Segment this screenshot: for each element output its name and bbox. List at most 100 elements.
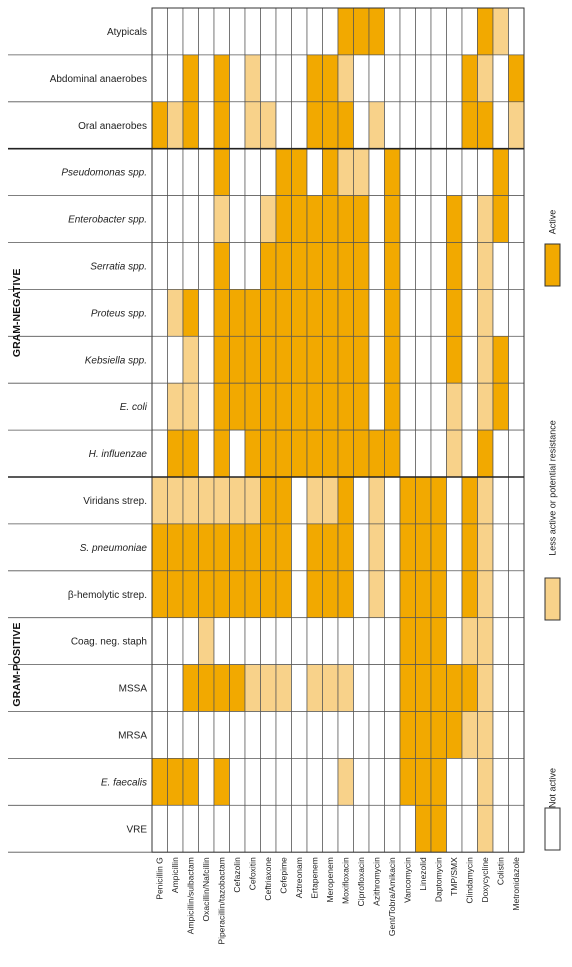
legend-swatch <box>544 243 561 287</box>
heatmap-cell <box>384 570 401 619</box>
heatmap-cell <box>337 382 354 431</box>
heatmap-cell <box>368 54 385 103</box>
column-label: Ceftriaxone <box>263 857 273 901</box>
heatmap-cell <box>244 570 261 619</box>
heatmap-cell <box>182 382 199 431</box>
heatmap-cell <box>229 7 246 56</box>
heatmap-cell <box>229 570 246 619</box>
heatmap-cell <box>384 429 401 478</box>
heatmap-cell <box>337 289 354 337</box>
heatmap-cell <box>477 54 494 103</box>
heatmap-cell <box>368 7 385 56</box>
heatmap-cell <box>368 570 385 619</box>
heatmap-cell <box>260 711 277 759</box>
column-label: Penicillin G <box>155 857 165 900</box>
heatmap-cell <box>446 335 463 384</box>
heatmap-cell <box>492 804 509 853</box>
heatmap-cell <box>275 101 292 150</box>
heatmap-cell <box>291 382 308 431</box>
heatmap-cell <box>353 664 370 712</box>
heatmap-cell <box>399 101 416 150</box>
row-label: MRSA <box>118 730 147 741</box>
heatmap-cell <box>260 101 277 150</box>
heatmap-cell <box>291 335 308 384</box>
heatmap-cell <box>291 664 308 712</box>
heatmap-cell <box>198 382 215 431</box>
heatmap-cell <box>446 195 463 243</box>
heatmap-cell <box>213 7 230 56</box>
heatmap-cell <box>260 335 277 384</box>
heatmap-cell <box>337 617 354 665</box>
column-label: Azithromycin <box>372 857 382 906</box>
heatmap-cell <box>198 335 215 384</box>
heatmap-cell <box>275 54 292 103</box>
column-label: Oxacillin/Nafcillin <box>201 857 211 922</box>
heatmap-cell <box>508 429 525 478</box>
heatmap-cell <box>337 523 354 572</box>
heatmap-cell <box>384 711 401 759</box>
legend-label: Active <box>548 210 558 235</box>
heatmap-cell <box>477 148 494 196</box>
heatmap-cell <box>446 242 463 290</box>
heatmap-cell <box>337 195 354 243</box>
column-label: Cefazolin <box>232 857 242 893</box>
heatmap-cell <box>477 195 494 243</box>
heatmap-cell <box>229 289 246 337</box>
heatmap-cell <box>198 664 215 712</box>
heatmap-cell <box>151 382 168 431</box>
group-label: GRAM-NEGATIVE <box>11 269 23 357</box>
heatmap-cell <box>167 570 184 619</box>
heatmap-cell <box>353 429 370 478</box>
heatmap-cell <box>461 289 478 337</box>
column-label: Ampicillin <box>170 857 180 893</box>
heatmap-cell <box>229 195 246 243</box>
heatmap-cell <box>213 101 230 150</box>
heatmap-cell <box>229 711 246 759</box>
heatmap-cell <box>492 382 509 431</box>
heatmap-cell <box>368 758 385 806</box>
heatmap-cell <box>322 711 339 759</box>
column-label: Vancomycin <box>403 857 413 903</box>
heatmap-cell <box>167 289 184 337</box>
heatmap-cell <box>229 148 246 196</box>
heatmap-cell <box>151 429 168 478</box>
heatmap-cell <box>322 570 339 619</box>
heatmap-cell <box>477 758 494 806</box>
column-label: Ertapenem <box>310 857 320 899</box>
heatmap-cell <box>291 523 308 572</box>
heatmap-cell <box>213 664 230 712</box>
heatmap-cell <box>291 476 308 525</box>
heatmap-cell <box>151 711 168 759</box>
heatmap-cell <box>275 617 292 665</box>
heatmap-cell <box>244 664 261 712</box>
heatmap-cell <box>368 429 385 478</box>
heatmap-cell <box>213 758 230 806</box>
heatmap-cell <box>430 7 447 56</box>
heatmap-cell <box>446 54 463 103</box>
heatmap-cell <box>229 54 246 103</box>
heatmap-cell <box>446 7 463 56</box>
heatmap-cell <box>446 711 463 759</box>
heatmap-cell <box>151 54 168 103</box>
heatmap-cell <box>415 7 432 56</box>
heatmap-cell <box>353 54 370 103</box>
heatmap-cell <box>291 804 308 853</box>
heatmap-cell <box>322 289 339 337</box>
heatmap-cell <box>182 7 199 56</box>
heatmap-cell <box>477 242 494 290</box>
heatmap-cell <box>399 54 416 103</box>
heatmap-cell <box>446 758 463 806</box>
row-label: H. influenzae <box>89 449 148 460</box>
heatmap-cell <box>353 195 370 243</box>
heatmap-cell <box>461 711 478 759</box>
heatmap-cell <box>182 804 199 853</box>
heatmap-cell <box>244 148 261 196</box>
heatmap-cell <box>384 148 401 196</box>
heatmap-cell <box>353 335 370 384</box>
heatmap-cell <box>477 289 494 337</box>
heatmap-cell <box>492 289 509 337</box>
column-label: Doxycycline <box>480 857 490 903</box>
heatmap-cell <box>291 242 308 290</box>
heatmap-cell <box>399 758 416 806</box>
heatmap-cell <box>275 804 292 853</box>
